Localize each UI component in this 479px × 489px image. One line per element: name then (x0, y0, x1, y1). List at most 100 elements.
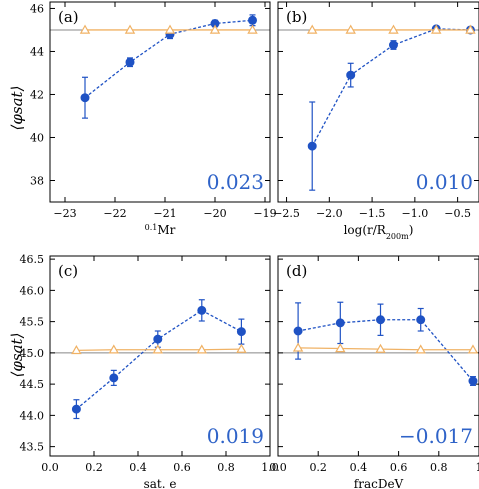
x-tick-label: 0.0 (41, 461, 59, 474)
data-point-circle (376, 315, 386, 325)
plot-frame (277, 255, 479, 457)
panel-label: (d) (286, 262, 307, 280)
data-point-triangle (124, 24, 136, 34)
series-blue (307, 24, 475, 191)
data-point-circle (197, 305, 207, 315)
series-line-blue (297, 319, 474, 382)
x-tick-label: −21 (153, 207, 176, 220)
correlation-coefficient: 0.019 (207, 424, 264, 448)
correlation-coefficient: 0.023 (207, 170, 264, 194)
y-tick-label: 42 (30, 88, 44, 101)
x-axis-label-subscript: 200m (386, 232, 409, 241)
y-tick-label: 44.0 (20, 409, 45, 422)
plot-frame (277, 1, 479, 203)
y-tick-label: 46.0 (20, 284, 45, 297)
data-point-triangle (415, 344, 426, 354)
data-point-triangle (335, 343, 346, 353)
x-tick-label: 0.8 (430, 461, 448, 474)
y-tick-label: 38 (30, 174, 44, 187)
data-point-triangle (292, 342, 304, 352)
x-tick-label: −1.0 (401, 207, 428, 220)
data-point-circle (71, 404, 81, 414)
y-tick-label: 44 (30, 45, 44, 58)
series-line-blue (311, 28, 471, 147)
correlation-coefficient: 0.010 (416, 170, 473, 194)
x-axis-label: fracDeV (354, 477, 404, 489)
series-blue (293, 301, 478, 386)
data-point-triangle (465, 24, 476, 34)
x-axis-label: sat. e (144, 477, 177, 489)
x-axis-label-close: ) (409, 223, 414, 237)
x-tick-label: −22 (103, 207, 126, 220)
x-tick-label: −23 (53, 207, 76, 220)
y-tick-label: 46.5 (20, 253, 45, 266)
x-tick-label: −0.5 (444, 207, 471, 220)
chart-panel-1: −23 −22 −21 −20 −19 38 40 42 44 46 (a) 0.023 0.1Mr (30, 1, 277, 238)
data-point-circle (468, 376, 478, 386)
x-tick-label: 0.6 (390, 461, 408, 474)
panel-label: (c) (58, 262, 78, 280)
series-line-orange (298, 347, 473, 351)
x-tick-label: 1 (476, 461, 479, 474)
x-tick-label: −20 (203, 207, 226, 220)
data-point-triangle (375, 343, 386, 353)
y-tick-label: 40 (30, 131, 44, 144)
panel-label: (a) (58, 8, 79, 26)
x-tick-label: 0.0 (269, 461, 287, 474)
data-point-circle (248, 15, 257, 25)
plot-frame (49, 255, 271, 457)
x-axis-label-text: Mr (157, 223, 175, 237)
correlation-coefficient: −0.017 (399, 424, 473, 448)
y-tick-label: 45.0 (20, 347, 45, 360)
data-point-triangle (108, 344, 120, 354)
data-point-triangle (431, 24, 442, 34)
series-blue (71, 299, 246, 420)
data-point-triangle (79, 24, 91, 34)
plot-frame (49, 1, 271, 203)
x-tick-label: −1.5 (359, 207, 386, 220)
series-orange (306, 24, 476, 34)
data-point-circle (307, 141, 317, 151)
x-tick-label: 0.4 (129, 461, 147, 474)
data-point-circle (335, 318, 345, 328)
x-axis-label-text: log(r/R (344, 223, 387, 237)
data-point-circle (109, 373, 119, 383)
x-tick-label: 0.2 (85, 461, 103, 474)
data-point-triangle (467, 344, 479, 354)
data-point-triangle (306, 24, 318, 34)
x-axis-label-superscript: 0.1 (145, 223, 158, 232)
x-tick-label: 0.4 (350, 461, 368, 474)
data-point-circle (80, 93, 90, 103)
y-tick-label: 43.5 (20, 441, 45, 454)
data-point-triangle (345, 24, 356, 34)
x-tick-label: 1.0 (261, 461, 279, 474)
data-point-circle (346, 70, 356, 80)
chart-panel-2: −2.5 −2.0 −1.5 −1.0 −0.5 (b) 0.010 log(r/R200m) (273, 1, 479, 241)
y-tick-label: 46 (30, 2, 44, 15)
data-point-circle (236, 327, 246, 337)
data-point-circle (388, 40, 398, 50)
data-point-triangle (247, 24, 258, 34)
x-tick-label: 0.8 (217, 461, 235, 474)
data-point-triangle (164, 24, 176, 34)
data-point-circle (293, 326, 303, 336)
x-tick-label: 0.6 (173, 461, 191, 474)
y-axis-label-top: ⟨φsat⟩ (8, 86, 26, 131)
data-point-triangle (209, 24, 221, 34)
y-axis-label-bottom: ⟨φsat⟩ (8, 333, 26, 378)
x-axis-label: 0.1Mr (145, 223, 176, 238)
x-tick-label: −2.0 (316, 207, 343, 220)
series-line-blue (75, 309, 242, 410)
data-point-triangle (388, 24, 399, 34)
series-orange (79, 24, 258, 34)
series-orange (292, 342, 479, 354)
x-tick-label: −19 (253, 207, 276, 220)
chart-panel-3: 0.0 0.2 0.4 0.6 0.8 1.0 43.5 44.0 44.5 45.0 45.5 46… (20, 253, 279, 489)
chart-panel-4: 0.0 0.2 0.4 0.6 0.8 1 (d) −0.017 fracDeV (269, 255, 479, 489)
panel-label: (b) (286, 8, 307, 26)
data-point-circle (125, 57, 135, 67)
y-tick-label: 44.5 (20, 378, 45, 391)
data-point-circle (153, 334, 163, 344)
series-orange (71, 343, 247, 355)
